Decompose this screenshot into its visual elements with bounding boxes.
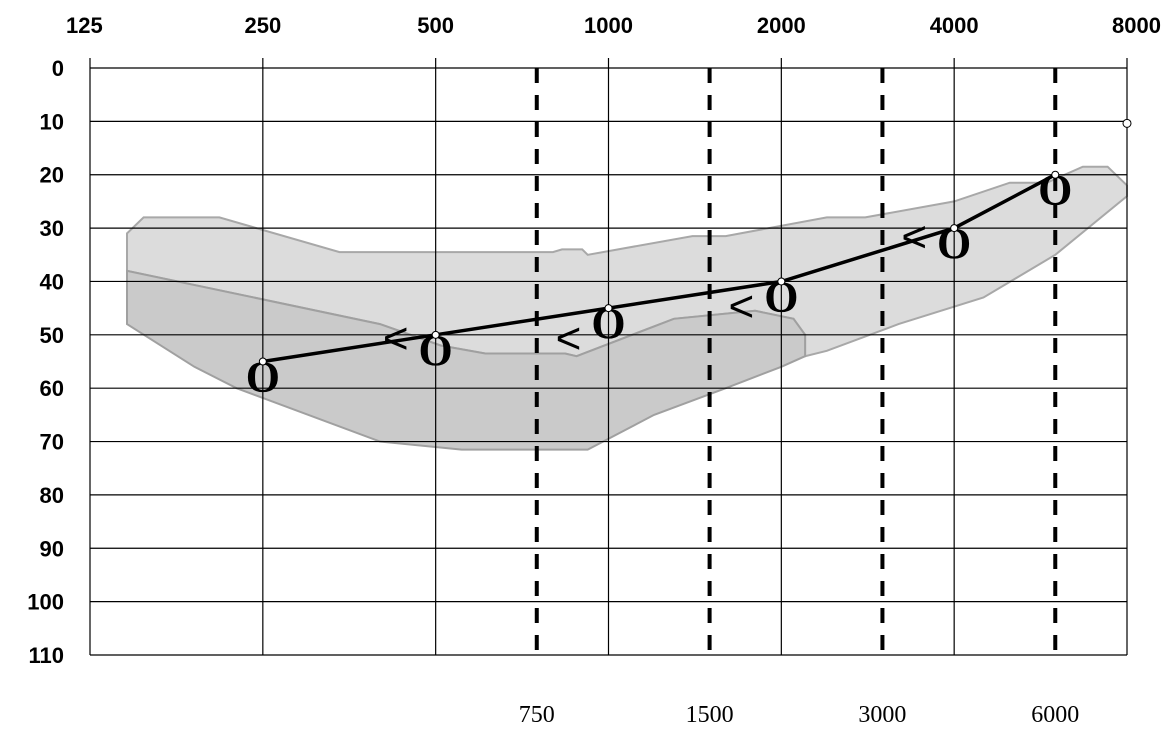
data-point <box>258 357 267 366</box>
x-tick-label-top: 250 <box>244 13 281 38</box>
x-tick-label-top: 1000 <box>584 13 633 38</box>
y-tick-label: 50 <box>40 323 64 348</box>
data-point <box>950 224 959 233</box>
data-point <box>431 330 440 339</box>
y-tick-label: 40 <box>40 269 64 294</box>
x-tick-label-top: 125 <box>66 13 103 38</box>
y-tick-label: 30 <box>40 216 64 241</box>
lt-marker: < <box>728 282 754 331</box>
edge-marker <box>1122 118 1132 128</box>
y-tick-label: 70 <box>40 430 64 455</box>
lt-marker: < <box>901 212 927 261</box>
x-tick-label-top: 500 <box>417 13 454 38</box>
x-tick-label-bottom: 750 <box>519 702 555 728</box>
y-tick-label: 110 <box>29 643 65 668</box>
y-tick-label: 0 <box>52 56 64 81</box>
data-point <box>604 304 613 313</box>
y-tick-label: 60 <box>40 376 64 401</box>
x-tick-label-top: 4000 <box>930 13 979 38</box>
x-tick-label-bottom: 6000 <box>1031 702 1079 728</box>
x-tick-label-bottom: 3000 <box>858 702 906 728</box>
y-tick-label: 20 <box>40 163 64 188</box>
data-point <box>1051 170 1060 179</box>
y-tick-label: 90 <box>40 536 64 561</box>
grid-lines <box>89 58 1132 662</box>
x-tick-label-top: 8000 <box>1112 13 1161 38</box>
y-tick-label: 10 <box>40 109 64 134</box>
lt-marker: < <box>383 314 409 363</box>
y-tick-label: 80 <box>40 483 64 508</box>
x-tick-label-bottom: 1500 <box>686 702 734 728</box>
lt-marker: < <box>556 314 582 363</box>
y-tick-label: 100 <box>27 590 64 615</box>
data-point <box>777 277 786 286</box>
shaded-regions <box>126 165 1128 451</box>
x-tick-label-top: 2000 <box>757 13 806 38</box>
shaded-region-2 <box>126 269 807 451</box>
tick-labels: 125 250 500 1000 2000 4000 8000 0 10 20 30 40 50 60 70… <box>27 13 1161 728</box>
series-line <box>262 173 1057 364</box>
